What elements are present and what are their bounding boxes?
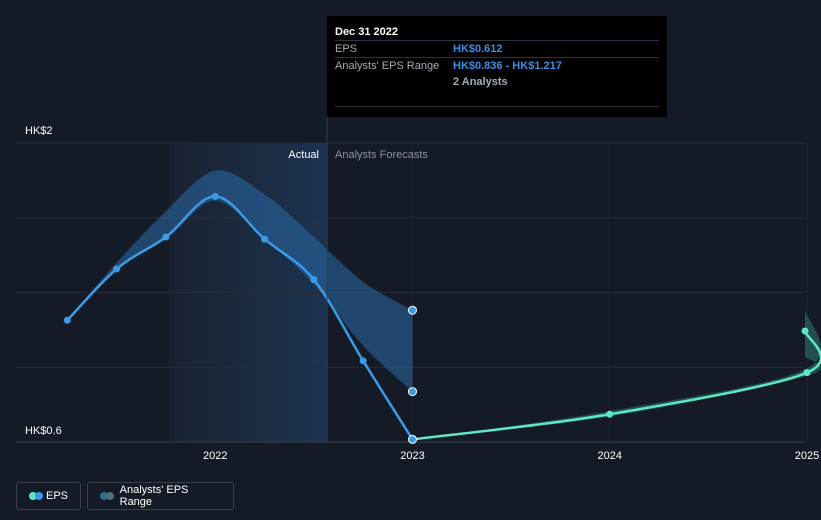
eps-point[interactable] [407,434,417,444]
range-legend-icon [100,492,114,500]
range-end-marker[interactable] [407,387,417,397]
eps-legend-icon [29,492,43,500]
legend-eps-toggle[interactable]: EPS [16,482,81,510]
tooltip-analysts-label [335,74,453,90]
eps-point[interactable] [113,265,121,273]
x-tick-label: 2022 [203,450,227,462]
x-tick-label: 2023 [400,450,424,462]
eps-point[interactable] [359,357,367,365]
eps-point[interactable] [162,233,170,241]
eps-point[interactable] [310,276,318,284]
tooltip-row-analysts: 2 Analysts [335,74,659,90]
tooltip-eps-label: EPS [335,43,358,55]
forecast-region-label: Analysts Forecasts [335,149,428,161]
x-tick-label: 2025 [795,450,819,462]
tooltip-row-range: Analysts' EPS Range HK$0.836 - HK$1.217 [335,57,659,74]
eps-point[interactable] [211,192,219,200]
range-end-marker[interactable] [407,305,417,315]
y-axis-top-label: HK$2 [25,125,53,137]
forecast-line [412,330,821,441]
tooltip-range-value: HK$0.836 - HK$1.217 [453,60,562,72]
tooltip-analysts-value: 2 Analysts [453,76,508,88]
tooltip-row-eps: EPS HK$0.612 [335,40,659,57]
forecast-range-band [412,309,821,440]
tooltip: Dec 31 2022 EPS HK$0.612 Analysts' EPS R… [327,16,667,117]
x-axis: 2022 2023 2024 2025 [203,450,819,462]
tooltip-range-label: Analysts' EPS Range [335,60,440,72]
tooltip-date: Dec 31 2022 [335,26,398,38]
forecast-point[interactable] [803,369,811,377]
tooltip-divider [335,106,659,117]
series-points [63,192,811,444]
legend-range-toggle[interactable]: Analysts' EPS Range [87,482,234,510]
tooltip-eps-value: HK$0.612 [453,43,503,55]
x-tick-label: 2024 [597,450,621,462]
forecast-point[interactable] [606,410,614,418]
legend-range-label: Analysts' EPS Range [119,484,189,508]
eps-range-band [67,170,413,392]
legend-eps-label: EPS [45,490,68,502]
eps-point[interactable] [63,316,71,324]
eps-point[interactable] [261,235,269,243]
forecast-point[interactable] [801,327,809,335]
actual-region-label: Actual [288,149,319,161]
gridlines [16,142,808,443]
y-axis-bottom-label: HK$0.6 [25,425,62,437]
